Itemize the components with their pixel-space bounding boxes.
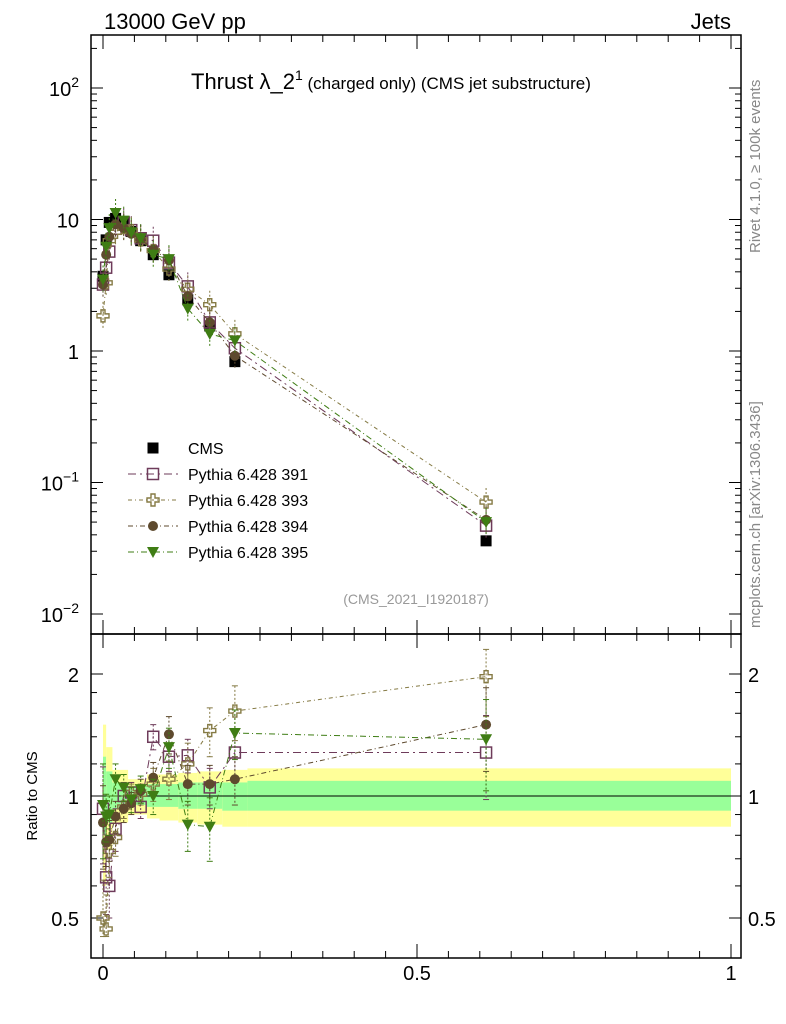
legend-label-p394: Pythia 6.428 394 xyxy=(188,519,308,536)
x-tick-label: 1 xyxy=(725,963,736,985)
ratio-point-p393 xyxy=(181,757,195,771)
ratio-point-p395 xyxy=(125,794,138,806)
legend-label-cms: CMS xyxy=(188,441,224,458)
data-point-p395 xyxy=(147,249,160,261)
data-point-p395 xyxy=(181,303,194,315)
legend-marker-p395 xyxy=(147,547,159,558)
ratio-ylabel: Ratio to CMS xyxy=(24,751,41,840)
ratio-panel: 0 0.5 1 2 2 1 1 0.5 0.5 xyxy=(51,633,776,985)
y-tick-label: 102 xyxy=(49,74,79,101)
legend: CMS Pythia 6.428 391 Pythia 6.428 393 Pythi… xyxy=(128,441,308,562)
ratio-point-p394 xyxy=(229,774,240,785)
ratio-point-p391 xyxy=(479,746,493,759)
y-tick-label: 0.5 xyxy=(51,909,79,931)
ratio-point-p394 xyxy=(118,803,129,814)
legend-marker-p391 xyxy=(146,467,160,481)
data-point-p395 xyxy=(109,208,122,220)
ratio-point-p395 xyxy=(181,819,194,831)
y-tick-label-right: 0.5 xyxy=(748,909,776,931)
data-point-p394 xyxy=(104,231,115,242)
legend-label-p391: Pythia 6.428 391 xyxy=(188,467,308,484)
collision-label: 13000 GeV pp xyxy=(104,9,246,34)
data-point-p395 xyxy=(97,274,109,286)
ratio-point-p395 xyxy=(103,809,116,821)
ratio-point-p395 xyxy=(134,784,147,796)
analysis-id: (CMS_2021_I1920187) xyxy=(343,591,489,607)
data-point-p395 xyxy=(134,233,147,245)
legend-marker-cms xyxy=(147,442,159,454)
y-tick-label-right: 1 xyxy=(748,787,759,809)
data-point-p393 xyxy=(203,297,217,312)
uncertainty-band-inner xyxy=(222,782,248,811)
y-tick-label: 1 xyxy=(68,342,79,364)
data-point-p391 xyxy=(99,261,113,274)
data-point-p394 xyxy=(229,350,240,361)
data-point-p393 xyxy=(479,495,493,509)
data-point-p395 xyxy=(228,335,241,347)
ratio-point-p393 xyxy=(479,669,493,684)
rivet-version-label: Rivet 4.1.0, ≥ 100k events xyxy=(747,80,764,253)
data-point-p395 xyxy=(125,227,138,239)
plot-title-sup: 1 xyxy=(295,67,303,83)
series-line-p393 xyxy=(102,226,487,503)
ratio-point-p391 xyxy=(146,730,160,744)
mcplots-label: mcplots.cern.ch [arXiv:1306.3436] xyxy=(747,401,764,628)
ratio-point-p394 xyxy=(182,779,193,790)
data-point-p395 xyxy=(103,223,116,235)
ratio-point-p394 xyxy=(110,811,121,822)
ratio-point-p395 xyxy=(147,791,160,802)
plot-title-rest: (charged only) (CMS jet substructure) xyxy=(303,74,591,93)
legend-label-p393: Pythia 6.428 393 xyxy=(188,493,308,510)
ratio-point-p395 xyxy=(228,728,241,740)
data-point-p395 xyxy=(480,517,493,529)
ratio-point-p393 xyxy=(99,922,113,936)
ratio-point-p394 xyxy=(163,729,174,740)
ratio-point-p395 xyxy=(203,821,216,833)
y-tick-label: 10−1 xyxy=(41,469,79,496)
x-tick-label: 0 xyxy=(97,963,108,985)
ratio-series-p395 xyxy=(97,699,493,862)
process-label: Jets xyxy=(691,9,731,34)
ratio-point-p393 xyxy=(96,911,110,925)
y-tick-label-right: 2 xyxy=(748,665,759,687)
data-point-p395 xyxy=(162,254,175,266)
data-point-p395 xyxy=(117,215,130,227)
data-point-cms xyxy=(229,356,241,368)
plot-title-main: Thrust λ_2 xyxy=(191,69,295,94)
plot-title: Thrust λ_21 (charged only) (CMS jet subs… xyxy=(191,67,591,94)
ratio-point-p393 xyxy=(228,704,242,718)
y-tick-label: 10 xyxy=(57,211,79,233)
legend-label-p395: Pythia 6.428 395 xyxy=(188,545,308,562)
ratio-point-p391 xyxy=(103,879,116,893)
data-point-p395 xyxy=(100,241,113,253)
ratio-point-p395 xyxy=(162,742,175,754)
y-tick-label: 10−2 xyxy=(41,600,79,627)
ratio-point-p395 xyxy=(117,782,130,794)
ratio-point-p395 xyxy=(480,734,493,746)
ratio-point-p393 xyxy=(203,723,217,738)
ratio-point-p395 xyxy=(109,774,122,786)
data-point-p394 xyxy=(204,317,215,328)
y-tick-label: 1 xyxy=(68,787,79,809)
ratio-point-p394 xyxy=(148,772,159,783)
legend-marker-p394 xyxy=(148,521,158,531)
data-point-p395 xyxy=(203,328,216,340)
legend-marker-p393 xyxy=(146,493,160,507)
series-p395 xyxy=(97,199,493,537)
uncertainty-band-inner xyxy=(159,784,179,807)
main-panel: 102 10 1 10−1 10−2 xyxy=(41,34,742,635)
y-tick-label: 2 xyxy=(68,665,79,687)
data-point-p393 xyxy=(162,262,176,276)
data-point-cms xyxy=(480,535,492,547)
ratio-point-p394 xyxy=(204,779,215,790)
x-tick-label: 0.5 xyxy=(403,963,431,985)
ratio-point-p393 xyxy=(162,772,176,786)
data-point-p393 xyxy=(96,309,110,323)
